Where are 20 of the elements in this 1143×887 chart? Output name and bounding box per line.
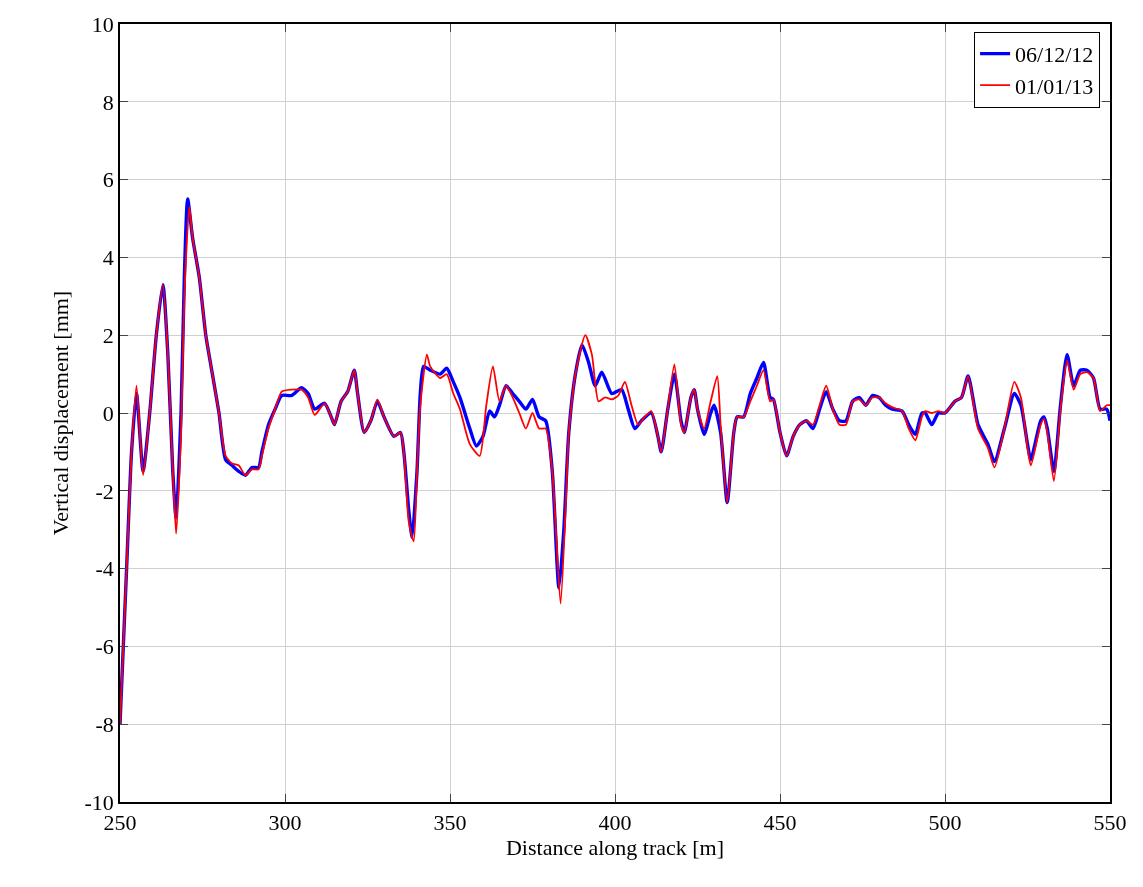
x-tick-label: 550 — [1093, 810, 1127, 836]
x-tick-label: 350 — [433, 810, 467, 836]
y-tick-label: 10 — [91, 11, 114, 37]
y-tick-label: 2 — [102, 322, 114, 348]
y-tick-label: 4 — [102, 245, 114, 271]
y-tick-label: -6 — [95, 634, 114, 660]
y-tick-label: -4 — [95, 556, 114, 582]
y-tick-label: -8 — [95, 711, 114, 737]
x-tick-label: 450 — [763, 810, 797, 836]
y-axis-title: Vertical displacement [mm] — [47, 290, 73, 536]
y-tick-label: 0 — [102, 400, 114, 426]
y-tick-label: 8 — [102, 89, 114, 115]
y-tick-label: 6 — [102, 167, 114, 193]
y-tick-label: -2 — [95, 478, 114, 504]
x-tick-label: 400 — [598, 810, 632, 836]
x-tick-label: 500 — [928, 810, 962, 836]
legend-label: 01/01/13 — [1015, 73, 1094, 99]
x-axis-title: Distance along track [m] — [505, 835, 725, 861]
x-tick-label: 300 — [268, 810, 302, 836]
legend-label: 06/12/12 — [1015, 42, 1094, 68]
